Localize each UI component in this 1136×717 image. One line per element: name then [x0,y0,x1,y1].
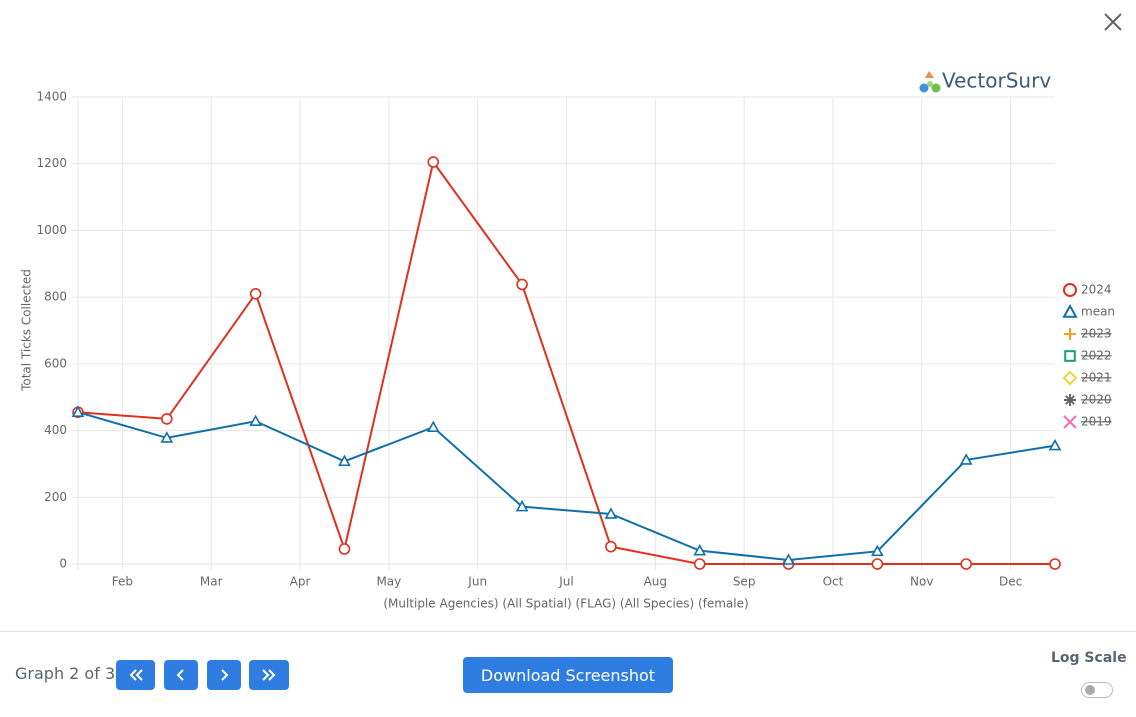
download-button[interactable]: Download Screenshot [463,657,673,693]
first-button[interactable] [116,660,155,690]
prev-button[interactable] [164,660,198,690]
close-button[interactable] [1103,12,1123,32]
footer: Graph 2 of 3 Download Screenshot Log Sca… [0,631,1136,717]
marker [1063,415,1077,429]
logo-icon [919,71,941,93]
y-tick-label: 600 [44,356,67,370]
legend-label: 2020 [1081,393,1112,407]
x-tick-label: Dec [999,575,1022,589]
series-line [77,411,1056,562]
marker [693,544,707,556]
y-tick-label: 1000 [36,223,67,237]
y-axis-label: Total Ticks Collected [20,269,34,392]
marker [338,543,351,555]
marker [782,553,795,565]
legend-label: 2021 [1081,371,1112,385]
legend-entry: mean [1062,303,1115,319]
legend-entry: 2023 [1064,327,1112,341]
marker [1062,303,1078,318]
legend-entry: 2019 [1063,415,1112,429]
y-tick-label: 1400 [36,90,67,104]
marker [693,558,706,570]
y-tick-label: 200 [44,490,67,504]
marker [871,558,884,570]
logo-text: VectorSurv [942,69,1051,93]
legend-entry: 2020 [1064,393,1112,407]
x-axis-label: (Multiple Agencies) (All Spatial) (FLAG)… [383,597,748,611]
y-tick-label: 1200 [36,156,67,170]
marker [71,405,85,418]
graph-label: Graph 2 of 3 [15,664,116,683]
log-scale-toggle[interactable] [1081,682,1113,698]
legend-label: 2022 [1081,349,1112,363]
last-button[interactable] [249,660,289,690]
log-scale-label: Log Scale [1051,650,1127,666]
marker [426,420,440,433]
y-tick-label: 400 [44,423,67,437]
marker [1062,370,1078,386]
marker [338,454,351,467]
x-tick-label: Feb [112,575,133,589]
x-tick-label: Nov [910,575,933,589]
next-button[interactable] [207,660,241,690]
y-tick-label: 0 [59,557,67,571]
x-tick-label: Sep [733,575,756,589]
x-tick-label: Oct [823,575,844,589]
marker [1048,438,1062,451]
marker [871,544,884,557]
marker [605,540,617,553]
marker [516,278,528,291]
legend-label: 2024 [1081,283,1112,297]
x-tick-label: Jun [467,575,487,589]
marker [1064,394,1076,406]
marker [1064,350,1076,362]
legend-label: 2019 [1081,415,1112,429]
x-tick-label: Jul [558,575,573,589]
series-line [77,159,1055,565]
legend-entry: 2024 [1063,283,1112,297]
chart: VectorSurv Total Ticks Collected (Multip… [20,69,1116,611]
marker [161,413,173,425]
marker [249,288,262,300]
legend-label: mean [1081,305,1115,319]
marker [1049,558,1061,570]
marker [960,558,972,570]
legend-label: 2023 [1081,327,1112,341]
x-tick-label: May [376,575,401,589]
x-tick-label: Apr [290,575,311,589]
marker [604,507,618,519]
marker [249,414,262,427]
marker [160,431,174,443]
marker [1063,283,1077,297]
marker [959,453,973,465]
x-tick-label: Mar [200,575,223,589]
legend-entry: 2021 [1062,370,1112,386]
toggle-knob [1085,685,1095,695]
legend-entry: 2022 [1064,349,1112,363]
y-tick-label: 800 [44,290,67,304]
marker [427,156,440,168]
marker [1064,328,1076,340]
marker [515,499,529,512]
x-tick-label: Aug [644,575,667,589]
